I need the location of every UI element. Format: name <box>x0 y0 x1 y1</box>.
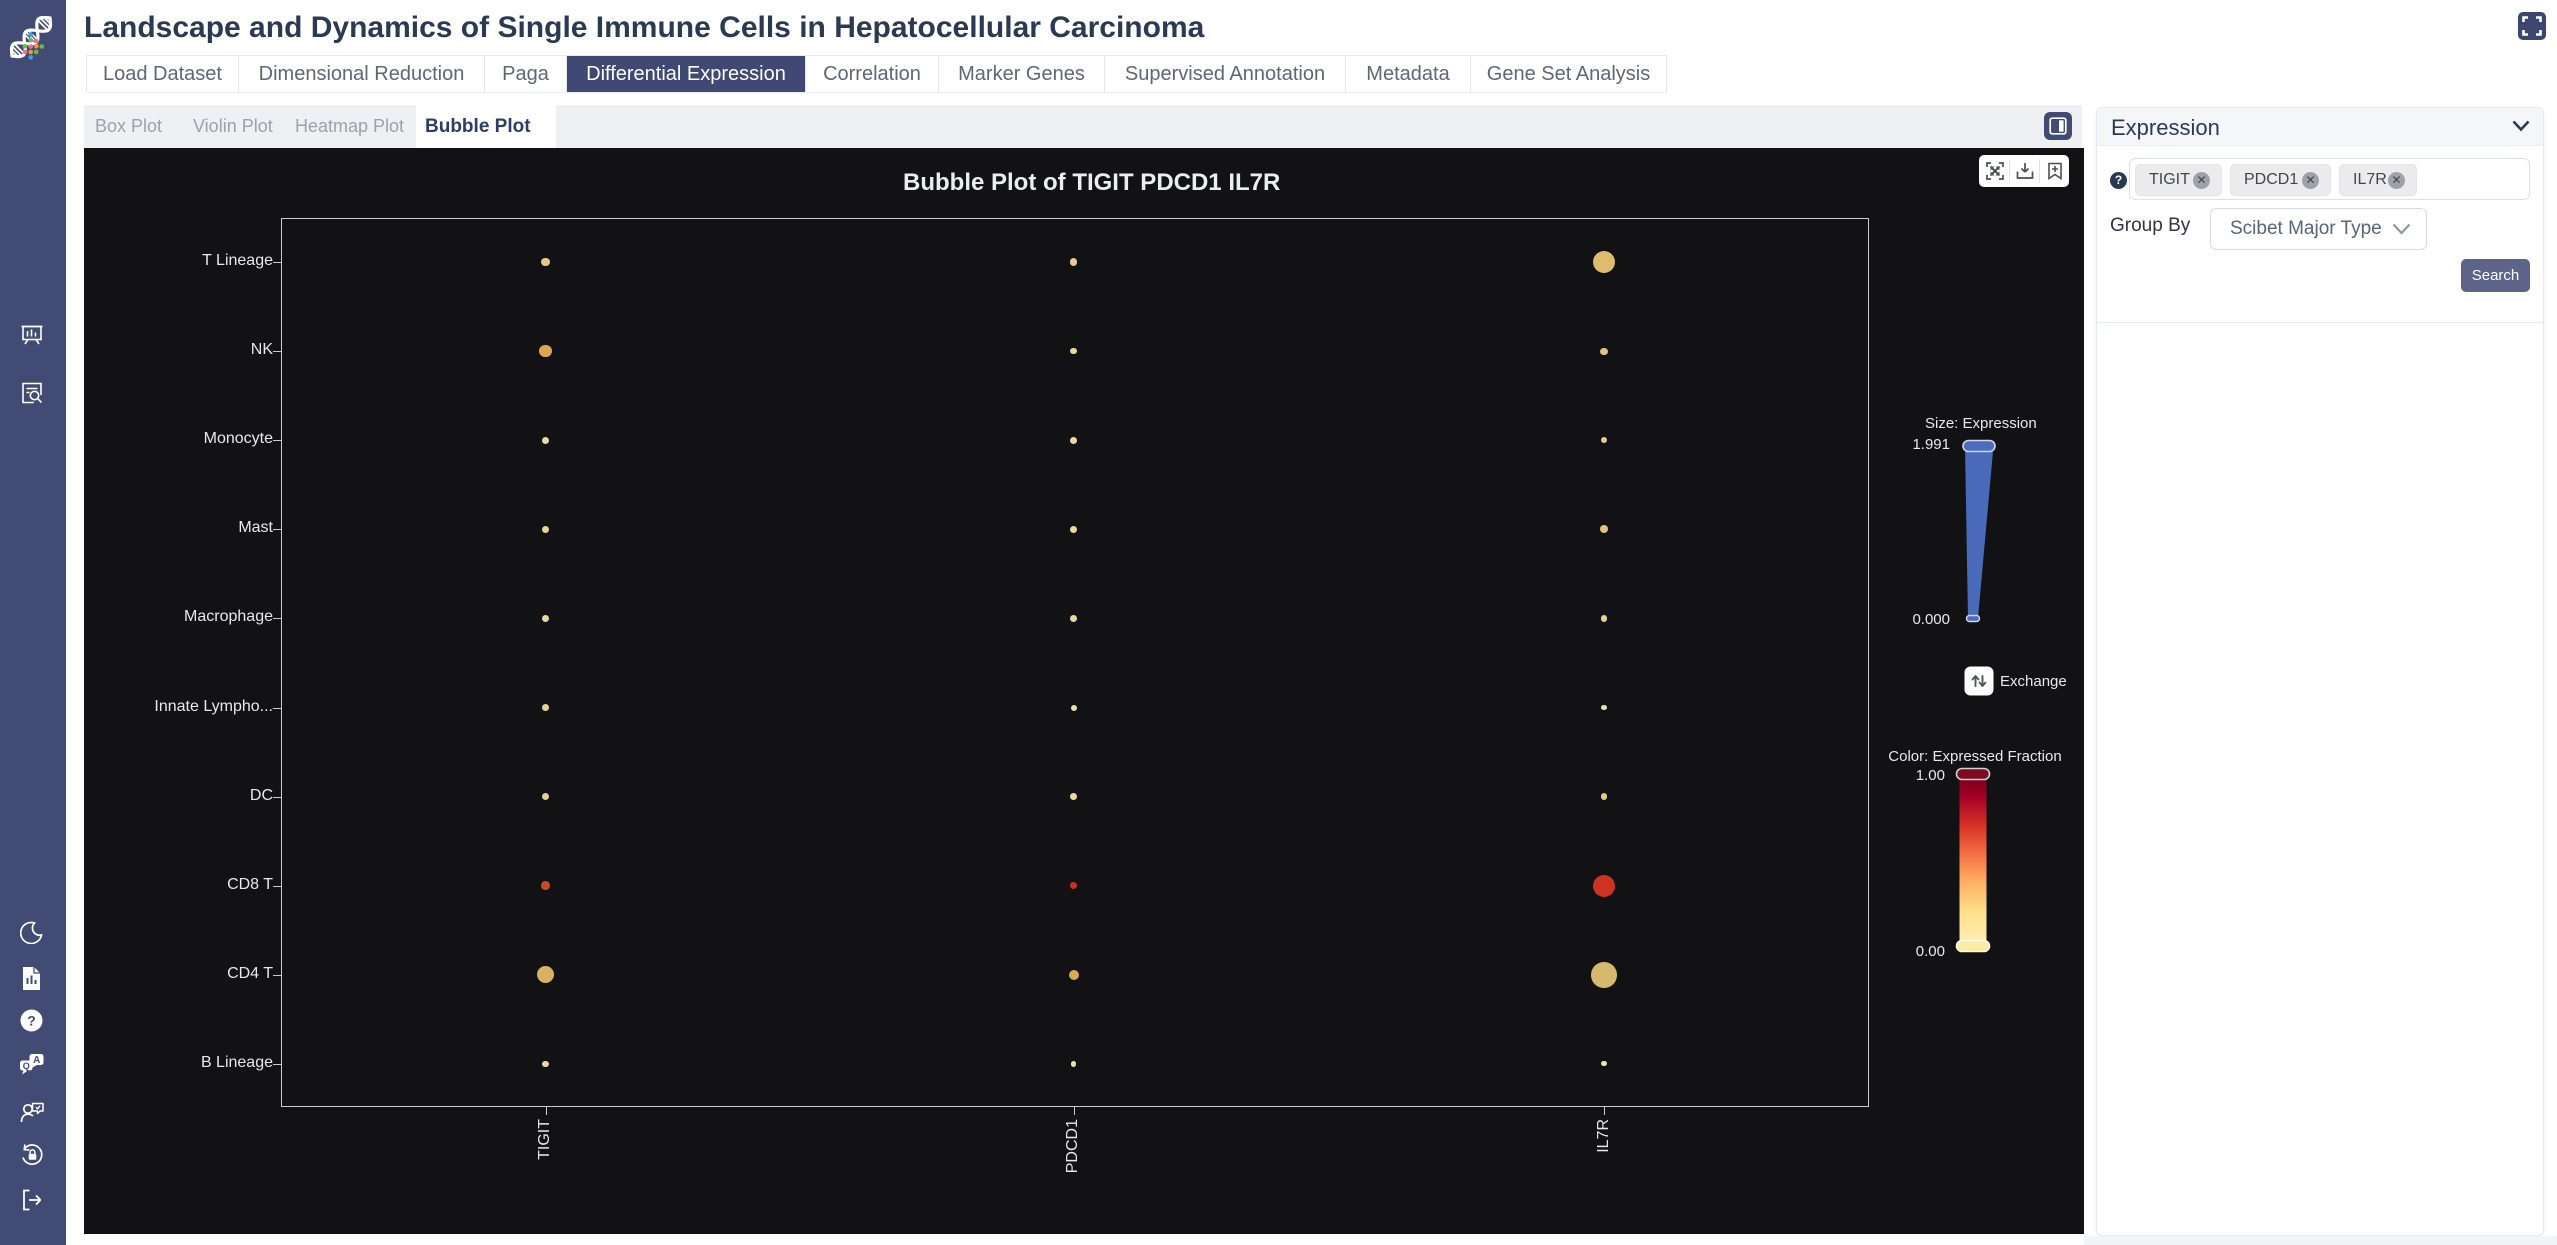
svg-text:A: A <box>33 1055 40 1066</box>
svg-text:Q: Q <box>23 1061 30 1071</box>
svg-text:?: ? <box>27 1013 36 1029</box>
